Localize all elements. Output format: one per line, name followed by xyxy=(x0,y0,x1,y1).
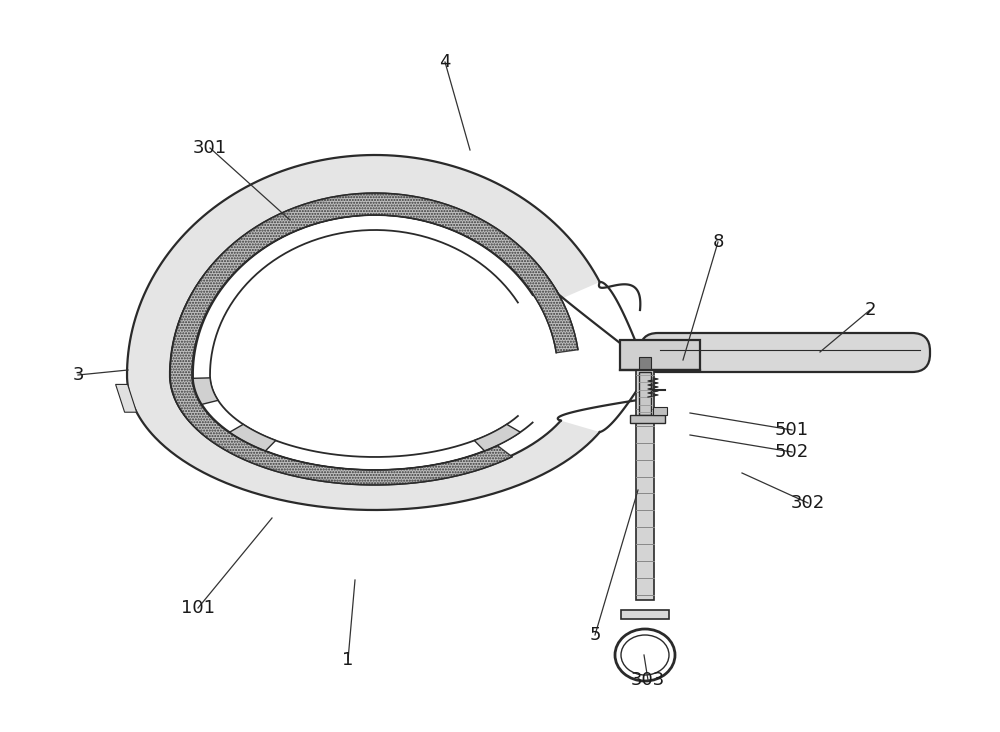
Polygon shape xyxy=(127,155,600,510)
Text: 1: 1 xyxy=(342,651,354,669)
Text: 5: 5 xyxy=(589,626,601,644)
Text: 4: 4 xyxy=(439,53,451,71)
Polygon shape xyxy=(116,384,137,412)
Polygon shape xyxy=(474,425,520,451)
Polygon shape xyxy=(620,340,700,370)
Text: 303: 303 xyxy=(631,671,665,689)
Text: 501: 501 xyxy=(775,421,809,439)
Polygon shape xyxy=(193,378,218,404)
Polygon shape xyxy=(170,193,578,485)
Polygon shape xyxy=(639,372,651,415)
Polygon shape xyxy=(230,425,276,451)
Polygon shape xyxy=(621,610,669,619)
Text: 502: 502 xyxy=(775,443,809,461)
Polygon shape xyxy=(653,407,667,415)
Polygon shape xyxy=(630,415,665,423)
FancyBboxPatch shape xyxy=(640,333,930,372)
Text: 302: 302 xyxy=(791,494,825,512)
Text: 2: 2 xyxy=(864,301,876,319)
Polygon shape xyxy=(639,357,651,369)
Text: 301: 301 xyxy=(193,139,227,157)
Polygon shape xyxy=(636,370,654,600)
Text: 3: 3 xyxy=(72,366,84,384)
Text: 101: 101 xyxy=(181,599,215,617)
Text: 8: 8 xyxy=(712,233,724,251)
